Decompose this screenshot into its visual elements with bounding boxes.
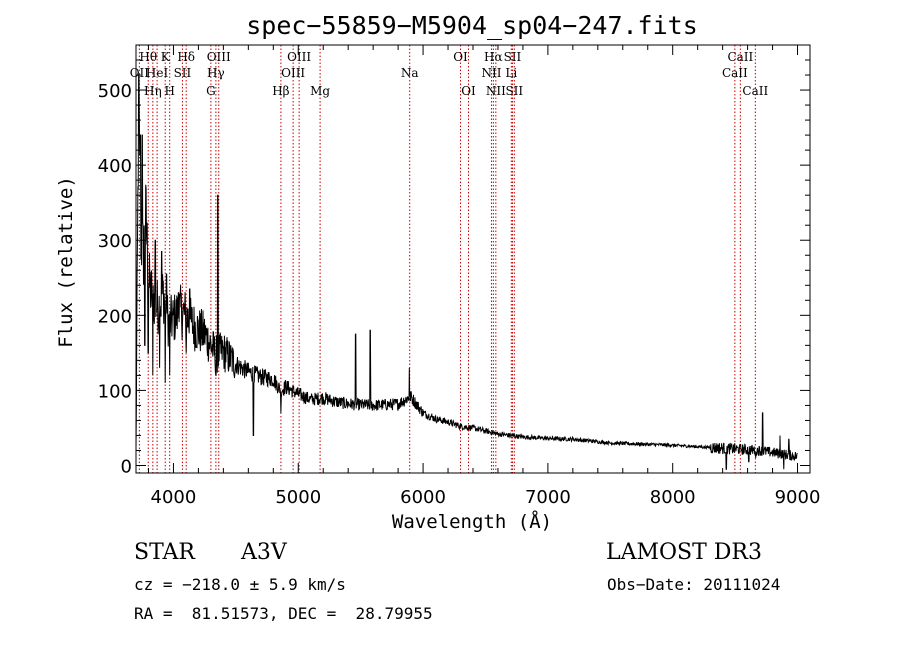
line-marker-label: CaII	[722, 66, 748, 80]
line-marker-label: Hγ	[207, 66, 225, 80]
axis-ticks: 4000 5000 6000 7000 8000 9000 0 100 200 300 400 500	[98, 45, 821, 508]
y-tick-label: 200	[98, 306, 132, 327]
spectrum-line	[135, 74, 798, 470]
survey-name: LAMOST DR3	[606, 540, 762, 565]
x-tick-label: 6000	[400, 487, 446, 508]
x-axis-label: Wavelength (Å)	[392, 510, 552, 533]
coordinates-readout: RA = 81.51573, DEC = 28.79955	[134, 604, 433, 623]
line-marker-label: SII	[505, 84, 523, 98]
emission-line-markers	[138, 45, 756, 473]
line-marker-label: OIII	[207, 50, 231, 64]
line-marker-label: K	[161, 50, 171, 64]
line-marker-label: OIII	[281, 66, 305, 80]
y-axis-label: Flux (relative)	[55, 176, 77, 348]
line-marker-label: Hθ	[139, 50, 157, 64]
line-marker-label: OII	[130, 66, 150, 80]
line-marker-label: CaII	[742, 84, 768, 98]
object-class: STAR	[134, 540, 195, 565]
x-tick-label: 5000	[275, 487, 321, 508]
x-tick-label: 9000	[775, 487, 821, 508]
y-tick-label: 300	[98, 231, 132, 252]
line-marker-label: Mg	[310, 84, 330, 98]
line-marker-label: SII	[174, 66, 192, 80]
emission-line-labels: OIIHθHηHeIKHSIIHδGHγOIIIHβOIIIOIIIMgNaOI…	[130, 50, 769, 98]
y-tick-label: 0	[121, 456, 132, 477]
x-tick-label: 8000	[650, 487, 696, 508]
line-marker-label: Li	[505, 66, 517, 80]
line-marker-label: NII	[486, 84, 506, 98]
line-marker-label: OIII	[287, 50, 311, 64]
line-marker-label: NII	[481, 66, 501, 80]
line-marker-label: Hβ	[272, 84, 289, 98]
x-tick-label: 7000	[525, 487, 571, 508]
line-marker-label: H	[164, 84, 174, 98]
line-marker-label: Hα	[484, 50, 503, 64]
y-tick-label: 400	[98, 156, 132, 177]
line-marker-label: G	[206, 84, 216, 98]
chart-title: spec−55859−M5904_sp04−247.fits	[246, 11, 698, 40]
plot-frame	[135, 44, 811, 474]
redshift-readout: cz = −218.0 ± 5.9 km/s	[134, 575, 346, 594]
line-marker-label: SII	[504, 50, 522, 64]
line-marker-label: Hη	[144, 84, 162, 98]
line-marker-label: Hδ	[177, 50, 195, 64]
object-subclass: A3V	[241, 540, 287, 565]
x-tick-label: 4000	[151, 487, 197, 508]
line-marker-label: CaII	[727, 50, 753, 64]
line-marker-label: OI	[461, 84, 476, 98]
line-marker-label: Na	[401, 66, 419, 80]
line-marker-label: HeI	[146, 66, 169, 80]
y-tick-label: 100	[98, 381, 132, 402]
y-tick-label: 500	[98, 81, 132, 102]
line-marker-label: OI	[453, 50, 468, 64]
observation-date: Obs−Date: 20111024	[607, 575, 781, 594]
